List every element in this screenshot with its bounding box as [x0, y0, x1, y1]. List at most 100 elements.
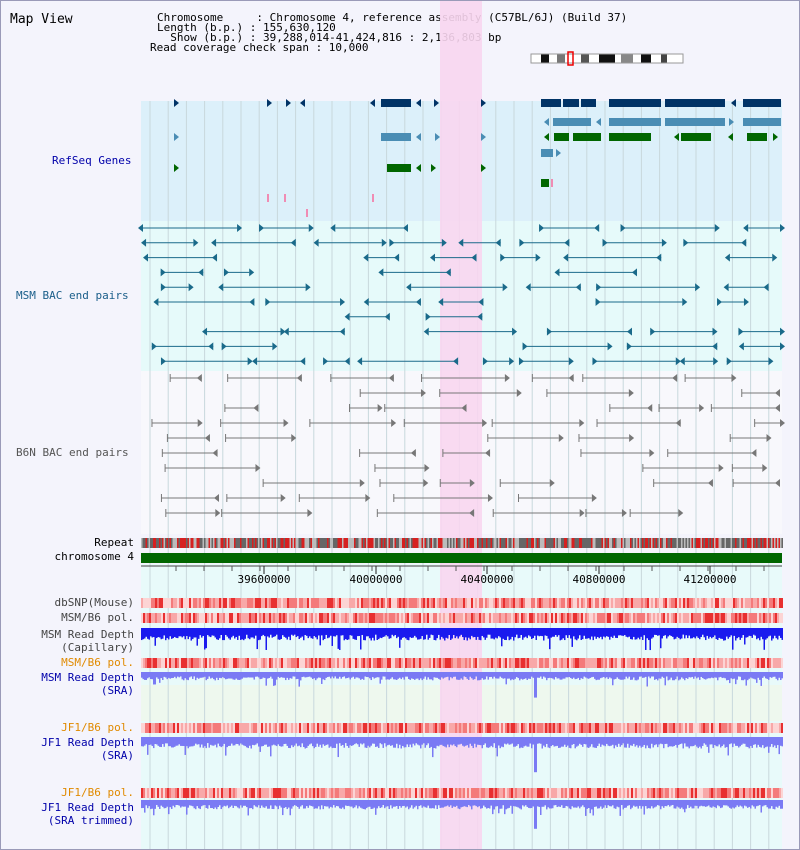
msm-pol-strip	[551, 613, 553, 623]
track-label-b6n-bac[interactable]: B6N BAC end pairs	[16, 446, 129, 459]
refseq-gene-arrow	[481, 133, 486, 141]
msm-sra-depth-bar	[327, 672, 329, 678]
msm-pol-strip	[505, 613, 507, 623]
refseq-gene-arrow	[556, 149, 561, 157]
repeat-element	[468, 538, 470, 548]
repeat-element	[721, 538, 723, 548]
msm-sra-depth-bar	[231, 672, 233, 679]
track-label-msm-bac[interactable]: MSM BAC end pairs	[16, 289, 129, 302]
msm-pol-strip-2	[167, 658, 169, 668]
msm-sra-depth-bar	[177, 672, 179, 677]
jf1-sra-depth-bar	[487, 737, 489, 748]
b6n-bac-end	[214, 494, 220, 502]
msm-cap-depth-bar	[256, 628, 258, 650]
jf1-trim-depth-bar	[604, 800, 606, 806]
repeat-element	[339, 538, 341, 548]
track-label-msm-depth-sra[interactable]: MSM Read Depth	[41, 671, 134, 684]
msm-pol-strip-2	[421, 658, 423, 668]
track-label-dbsnp[interactable]: dbSNP(Mouse)	[54, 596, 134, 609]
jf1-pol-strip-2	[515, 788, 517, 798]
msm-pol-strip-2	[401, 658, 403, 668]
msm-pol-strip	[351, 613, 353, 623]
jf1-pol-strip-2	[155, 788, 157, 798]
jf1-pol-strip-2	[387, 788, 389, 798]
msm-pol-strip-2	[571, 658, 573, 668]
jf1-pol-strip-2	[685, 788, 687, 798]
jf1-pol-strip	[467, 723, 469, 733]
jf1-sra-depth-bar	[766, 737, 768, 747]
msm-cap-depth-bar	[385, 628, 387, 636]
track-label-jf1-pol-1[interactable]: JF1/B6 pol.	[61, 721, 134, 734]
track-label-msm-depth-cap[interactable]: MSM Read Depth	[41, 628, 134, 641]
dbsnp-strip	[431, 598, 433, 608]
jf1-trim-depth-bar	[568, 800, 570, 809]
jf1-pol-strip-2	[423, 788, 425, 798]
msm-bac-end	[202, 327, 208, 336]
track-label-refseq[interactable]: RefSeq Genes	[52, 154, 132, 167]
msm-bac-end	[683, 238, 689, 247]
msm-cap-depth-bar	[226, 628, 228, 637]
jf1-pol-strip-2	[441, 788, 443, 798]
dbsnp-strip	[745, 598, 747, 608]
jf1-pol-strip	[651, 723, 653, 733]
track-label-jf1-pol-2[interactable]: JF1/B6 pol.	[61, 786, 134, 799]
jf1-pol-strip	[539, 723, 541, 733]
msm-sra-depth-bar	[357, 672, 359, 678]
jf1-pol-strip	[439, 723, 441, 733]
repeat-element	[517, 538, 519, 548]
msm-cap-depth-bar	[258, 628, 260, 641]
track-label-msm-pol-1[interactable]: MSM/B6 pol.	[61, 611, 134, 624]
repeat-element	[493, 538, 495, 548]
jf1-pol-strip-2	[761, 788, 763, 798]
repeat-element	[585, 538, 587, 548]
jf1-trim-depth-bar	[247, 800, 249, 816]
jf1-pol-strip	[693, 723, 695, 733]
msm-cap-depth-bar	[453, 628, 455, 635]
msm-cap-depth-bar	[157, 628, 159, 638]
dbsnp-strip	[565, 598, 567, 608]
jf1-pol-strip-2	[743, 788, 745, 798]
msm-pol-strip	[349, 613, 351, 623]
track-label-msm-pol-2[interactable]: MSM/B6 pol.	[61, 656, 134, 669]
msm-sra-depth-bar	[369, 672, 371, 679]
jf1-sra-depth-bar	[366, 737, 368, 748]
msm-pol-strip	[637, 613, 639, 623]
track-label-jf1-depth-sra[interactable]: JF1 Read Depth	[41, 736, 134, 749]
jf1-sra-depth-bar	[259, 737, 261, 752]
jf1-sra-depth-bar	[357, 737, 359, 745]
jf1-sra-depth-bar	[517, 737, 519, 745]
msm-cap-depth-bar	[450, 628, 452, 640]
msm-sra-depth-bar	[282, 672, 284, 678]
msm-sra-depth-bar	[226, 672, 228, 679]
track-label-chromosome[interactable]: chromosome 4	[54, 550, 134, 563]
track-label-repeat[interactable]: Repeat	[94, 536, 134, 549]
track-label-jf1-depth-trim[interactable]: JF1 Read Depth	[41, 801, 134, 814]
repeat-element	[688, 538, 690, 548]
jf1-trim-depth-bar	[564, 800, 566, 808]
msm-sra-depth-bar	[151, 672, 153, 680]
msm-pol-strip	[365, 613, 367, 623]
jf1-pol-strip-2	[185, 788, 187, 798]
jf1-sra-depth-bar	[229, 737, 231, 746]
repeat-element	[207, 538, 209, 548]
jf1-trim-depth-bar	[237, 800, 239, 808]
jf1-sra-depth-bar	[213, 737, 215, 746]
repeat-element	[232, 538, 234, 548]
msm-pol-strip	[597, 613, 599, 623]
msm-pol-strip	[145, 613, 147, 623]
jf1-sra-depth-bar	[408, 737, 410, 748]
msm-pol-strip	[397, 613, 399, 623]
dbsnp-strip	[241, 598, 243, 608]
msm-cap-depth-bar	[645, 628, 647, 650]
jf1-pol-strip-2	[297, 788, 299, 798]
jf1-trim-depth-bar	[412, 800, 414, 809]
jf1-trim-depth-bar	[687, 800, 689, 806]
jf1-pol-strip-2	[253, 788, 255, 798]
ideogram-band	[541, 54, 549, 63]
repeat-element	[172, 538, 174, 548]
jf1-pol-strip-2	[487, 788, 489, 798]
msm-pol-strip	[181, 613, 183, 623]
jf1-sra-depth-bar	[217, 737, 219, 744]
jf1-trim-depth-bar	[420, 800, 422, 806]
